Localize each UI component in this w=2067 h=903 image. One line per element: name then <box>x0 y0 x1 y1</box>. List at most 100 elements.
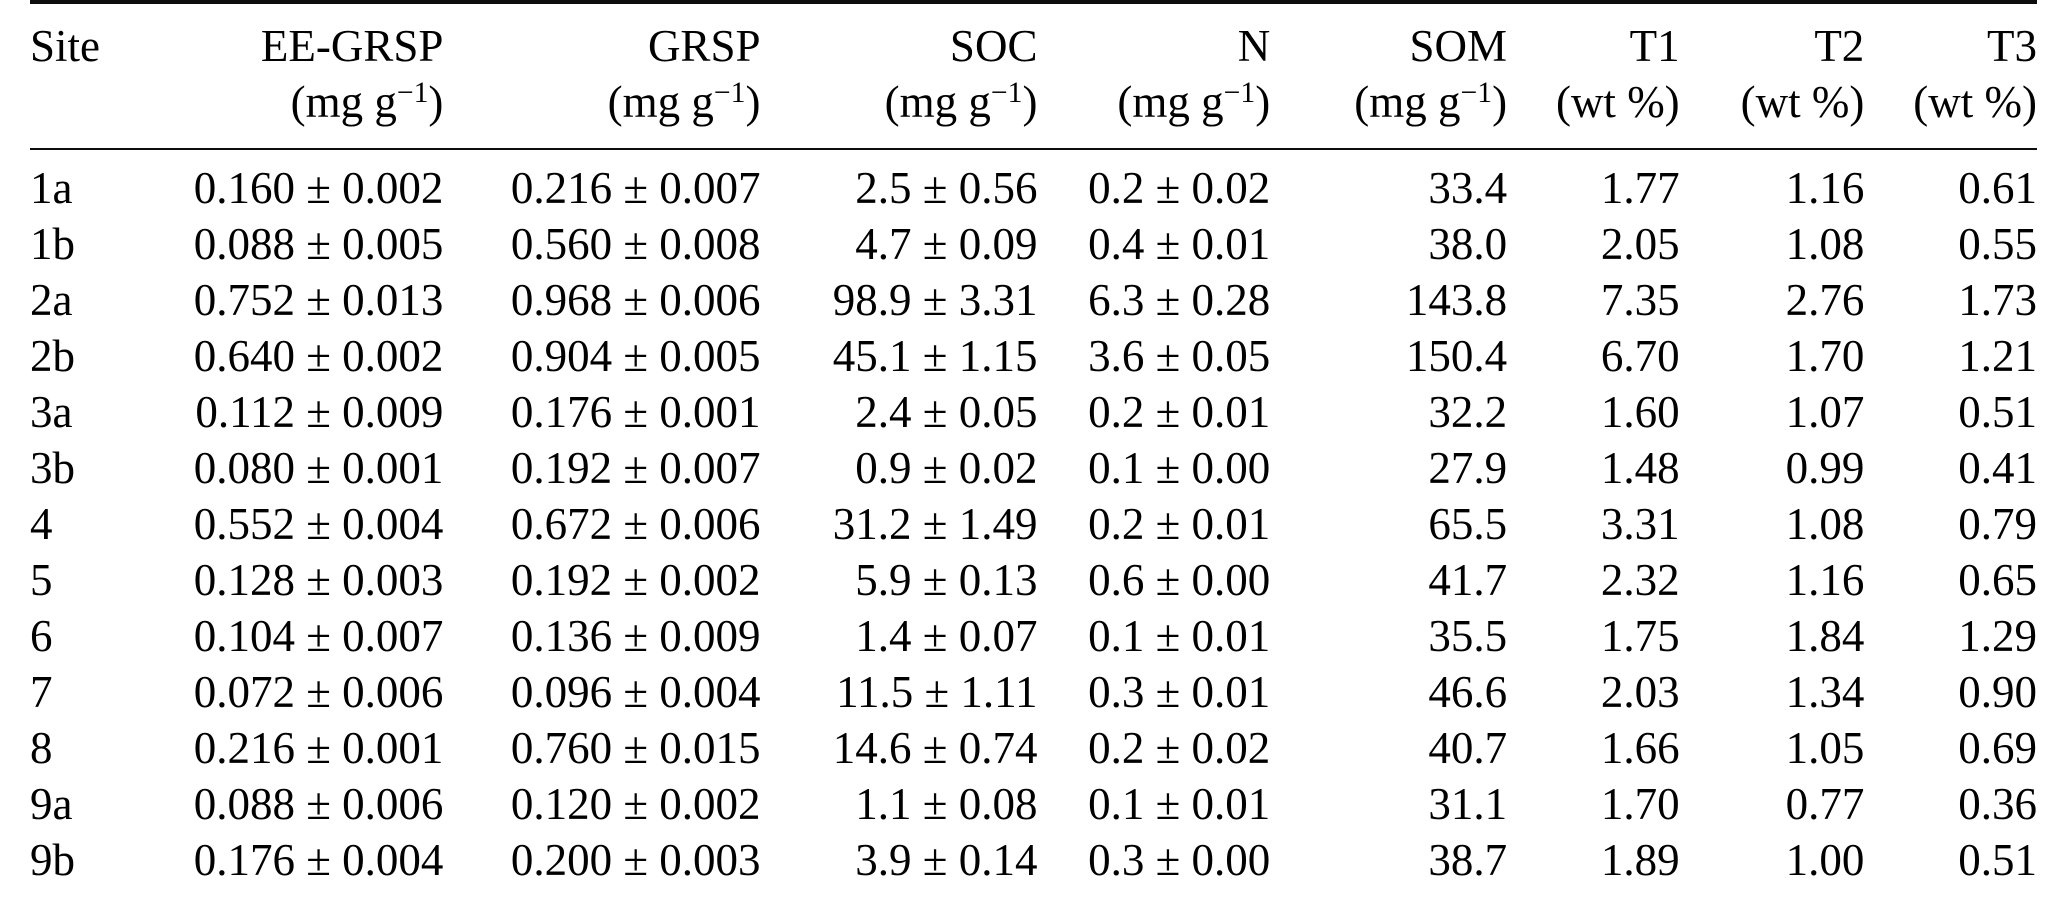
column-header-n: N (mg g−1) <box>1037 2 1271 150</box>
t2-cell: 1.08 <box>1785 219 1865 269</box>
t2-cell: 1.70 <box>1785 331 1865 381</box>
site-cell: 1b <box>30 219 75 269</box>
t2-cell: 2.76 <box>1785 275 1865 325</box>
t1-cell: 2.32 <box>1600 555 1680 605</box>
table-row: 9b 0.176 ± 0.004 0.200 ± 0.003 3.9 ± 0.1… <box>30 832 2037 903</box>
soc-cell: 4.7 ± 0.09 <box>855 219 1038 269</box>
site-cell: 8 <box>30 723 53 773</box>
ee-grsp-cell: 0.552 ± 0.004 <box>193 499 444 549</box>
site-cell: 2a <box>30 275 73 325</box>
n-cell: 0.1 ± 0.01 <box>1088 779 1271 829</box>
ee-grsp-cell: 0.088 ± 0.006 <box>193 779 444 829</box>
t2-cell: 1.07 <box>1785 387 1865 437</box>
column-label: T2 <box>1814 21 1865 71</box>
t3-cell: 0.61 <box>1958 163 2037 213</box>
ee-grsp-cell: 0.128 ± 0.003 <box>193 555 444 605</box>
column-header-som: SOM (mg g−1) <box>1270 2 1508 150</box>
som-cell: 31.1 <box>1428 779 1508 829</box>
table-row: 5 0.128 ± 0.003 0.192 ± 0.002 5.9 ± 0.13… <box>30 552 2037 608</box>
column-unit: (wt %) <box>1555 77 1680 127</box>
table-row: 3b 0.080 ± 0.001 0.192 ± 0.007 0.9 ± 0.0… <box>30 440 2037 496</box>
t3-cell: 0.79 <box>1958 499 2037 549</box>
som-cell: 46.6 <box>1428 667 1508 717</box>
table-row: 8 0.216 ± 0.001 0.760 ± 0.015 14.6 ± 0.7… <box>30 720 2037 776</box>
superscript: −1 <box>1223 77 1256 110</box>
n-cell: 6.3 ± 0.28 <box>1088 275 1271 325</box>
n-cell: 0.4 ± 0.01 <box>1088 219 1271 269</box>
soc-cell: 3.9 ± 0.14 <box>855 835 1038 885</box>
som-cell: 38.7 <box>1428 835 1508 885</box>
superscript: −1 <box>990 77 1023 110</box>
column-unit: (mg g−1) <box>1117 77 1271 127</box>
t1-cell: 6.70 <box>1600 331 1680 381</box>
soc-cell: 11.5 ± 1.11 <box>836 667 1038 717</box>
table-row: 2b 0.640 ± 0.002 0.904 ± 0.005 45.1 ± 1.… <box>30 328 2037 384</box>
n-cell: 0.3 ± 0.00 <box>1088 835 1271 885</box>
grsp-cell: 0.216 ± 0.007 <box>510 163 761 213</box>
t1-cell: 1.66 <box>1600 723 1680 773</box>
t1-cell: 1.48 <box>1600 443 1680 493</box>
t1-cell: 7.35 <box>1600 275 1680 325</box>
header-row: Site EE-GRSP (mg g−1) GRSP (mg g−1) SOC … <box>30 2 2037 150</box>
t2-cell: 1.84 <box>1785 611 1865 661</box>
n-cell: 0.6 ± 0.00 <box>1088 555 1271 605</box>
som-cell: 27.9 <box>1428 443 1508 493</box>
n-cell: 0.2 ± 0.02 <box>1088 723 1271 773</box>
column-label: SOM <box>1409 21 1508 71</box>
table-row: 4 0.552 ± 0.004 0.672 ± 0.006 31.2 ± 1.4… <box>30 496 2037 552</box>
t2-cell: 1.16 <box>1785 555 1865 605</box>
site-cell: 6 <box>30 611 53 661</box>
soc-cell: 1.1 ± 0.08 <box>855 779 1038 829</box>
site-cell: 1a <box>30 163 73 213</box>
table-row: 2a 0.752 ± 0.013 0.968 ± 0.006 98.9 ± 3.… <box>30 272 2037 328</box>
n-cell: 0.3 ± 0.01 <box>1088 667 1271 717</box>
column-label: Site <box>30 21 101 71</box>
column-header-ee-grsp: EE-GRSP (mg g−1) <box>118 2 444 150</box>
ee-grsp-cell: 0.216 ± 0.001 <box>193 723 444 773</box>
som-cell: 150.4 <box>1405 331 1508 381</box>
t1-cell: 1.60 <box>1600 387 1680 437</box>
column-unit: (mg g−1) <box>290 77 444 127</box>
t3-cell: 0.65 <box>1958 555 2037 605</box>
column-label: T1 <box>1629 21 1680 71</box>
t3-cell: 0.36 <box>1958 779 2037 829</box>
ee-grsp-cell: 0.640 ± 0.002 <box>193 331 444 381</box>
column-label: SOC <box>949 21 1038 71</box>
soc-cell: 1.4 ± 0.07 <box>855 611 1038 661</box>
n-cell: 0.2 ± 0.01 <box>1088 499 1271 549</box>
t2-cell: 1.05 <box>1785 723 1865 773</box>
t1-cell: 3.31 <box>1600 499 1680 549</box>
column-header-soc: SOC (mg g−1) <box>760 2 1038 150</box>
table-row: 3a 0.112 ± 0.009 0.176 ± 0.001 2.4 ± 0.0… <box>30 384 2037 440</box>
column-header-grsp: GRSP (mg g−1) <box>443 2 761 150</box>
table-header: Site EE-GRSP (mg g−1) GRSP (mg g−1) SOC … <box>30 2 2037 150</box>
site-cell: 3b <box>30 443 75 493</box>
grsp-cell: 0.192 ± 0.002 <box>510 555 761 605</box>
column-unit: (wt %) <box>1740 77 1865 127</box>
t2-cell: 1.34 <box>1785 667 1865 717</box>
column-unit: (mg g−1) <box>1354 77 1508 127</box>
ee-grsp-cell: 0.104 ± 0.007 <box>193 611 444 661</box>
ee-grsp-cell: 0.160 ± 0.002 <box>193 163 444 213</box>
column-label: T3 <box>1987 21 2037 71</box>
ee-grsp-cell: 0.112 ± 0.009 <box>195 387 444 437</box>
t1-cell: 2.03 <box>1600 667 1680 717</box>
n-cell: 0.1 ± 0.01 <box>1088 611 1271 661</box>
superscript: −1 <box>1460 77 1493 110</box>
soc-cell: 45.1 ± 1.15 <box>832 331 1038 381</box>
column-label: N <box>1237 21 1271 71</box>
column-label: EE-GRSP <box>260 21 444 71</box>
t2-cell: 0.99 <box>1785 443 1865 493</box>
table-row: 9a 0.088 ± 0.006 0.120 ± 0.002 1.1 ± 0.0… <box>30 776 2037 832</box>
superscript: −1 <box>396 77 429 110</box>
grsp-cell: 0.560 ± 0.008 <box>510 219 761 269</box>
t2-cell: 1.00 <box>1785 835 1865 885</box>
t3-cell: 0.41 <box>1958 443 2037 493</box>
column-unit: (mg g−1) <box>884 77 1038 127</box>
t3-cell: 0.51 <box>1958 387 2037 437</box>
site-cell: 4 <box>30 499 53 549</box>
som-cell: 38.0 <box>1428 219 1508 269</box>
site-cell: 3a <box>30 387 73 437</box>
soc-cell: 31.2 ± 1.49 <box>832 499 1038 549</box>
ee-grsp-cell: 0.176 ± 0.004 <box>193 835 444 885</box>
